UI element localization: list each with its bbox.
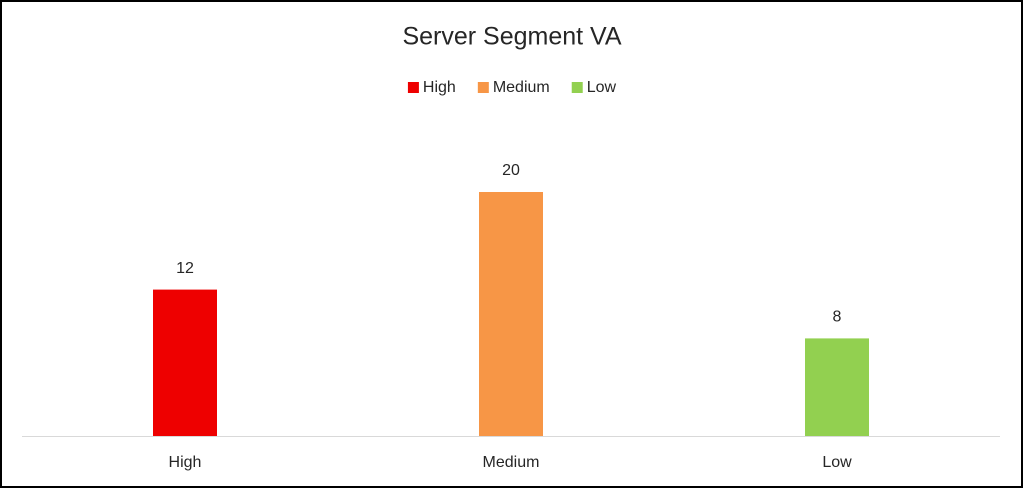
legend-swatch xyxy=(571,82,583,93)
legend-swatch xyxy=(477,82,489,93)
value-label: 8 xyxy=(833,309,842,326)
legend-label: Medium xyxy=(493,79,550,96)
legend-swatch xyxy=(407,82,419,93)
value-label: 20 xyxy=(502,162,520,179)
x-tick-label: High xyxy=(169,454,202,471)
bar xyxy=(805,338,869,436)
x-tick-label: Medium xyxy=(483,454,540,471)
x-tick-label: Low xyxy=(822,454,852,471)
bar xyxy=(153,289,217,436)
legend-label: Low xyxy=(587,79,617,96)
chart-title: Server Segment VA xyxy=(402,23,621,51)
bar xyxy=(479,192,543,436)
value-label: 12 xyxy=(176,260,194,277)
legend-label: High xyxy=(423,79,456,96)
